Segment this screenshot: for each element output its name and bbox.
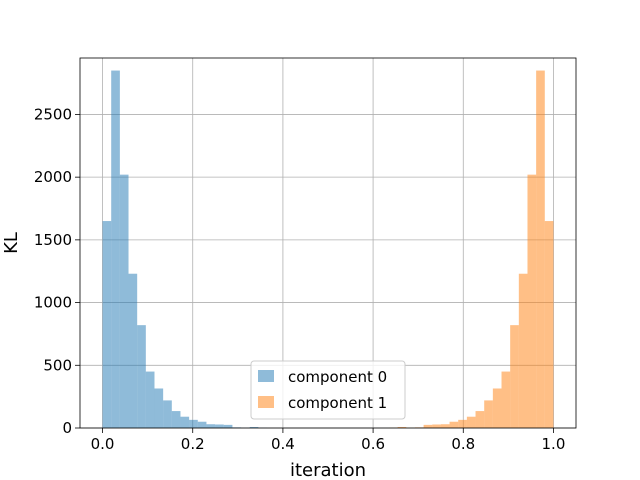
histogram-bar <box>154 388 164 428</box>
legend-box <box>250 360 406 420</box>
x-tick-label: 0.6 <box>361 435 385 453</box>
histogram-bar <box>510 325 519 428</box>
histogram-bar <box>423 424 433 428</box>
histogram-bar <box>163 400 172 428</box>
histogram-bar <box>492 388 502 428</box>
histogram-bar <box>458 419 467 428</box>
plot-frame <box>79 57 577 429</box>
x-axis-ticks: 0.0 0.2 0.4 0.6 0.8 1.0 <box>91 428 566 453</box>
histogram-bar <box>440 424 450 428</box>
histogram-bar <box>215 424 224 428</box>
y-tick-label: 1500 <box>34 231 72 249</box>
legend-label-component-1: component 1 <box>288 394 387 412</box>
histogram-bar <box>206 424 216 428</box>
histogram-bar <box>197 421 207 428</box>
x-tick-label: 0.4 <box>271 435 295 453</box>
histogram-bar <box>466 416 476 428</box>
y-tick-label: 500 <box>43 356 72 374</box>
histogram-bar <box>449 421 459 428</box>
x-tick-label: 0.0 <box>91 435 115 453</box>
y-tick-label: 1000 <box>34 294 72 312</box>
legend: component 0 component 1 <box>250 360 406 420</box>
histogram-bar <box>223 424 233 428</box>
x-axis-label: iteration <box>290 460 366 480</box>
legend-label-component-0: component 0 <box>288 368 387 386</box>
histogram-bar <box>171 411 181 428</box>
histogram-bar <box>111 70 120 429</box>
series-component-0 <box>102 70 268 429</box>
y-axis-ticks: 0 500 1000 1500 2000 2500 <box>34 105 80 437</box>
series-component-1 <box>388 70 554 429</box>
histogram-bar <box>128 273 138 428</box>
histogram-bar <box>484 400 493 428</box>
histogram-bar <box>536 70 545 429</box>
x-tick-label: 0.2 <box>181 435 205 453</box>
histogram-bar <box>102 221 112 428</box>
histogram-bar <box>180 416 190 428</box>
y-tick-label: 0 <box>62 419 72 437</box>
histogram-bar <box>137 325 146 428</box>
histogram-bar <box>249 426 259 428</box>
histogram-bar <box>518 273 528 428</box>
x-tick-label: 0.8 <box>451 435 475 453</box>
histogram-bar <box>501 371 511 428</box>
x-tick-label: 1.0 <box>542 435 566 453</box>
y-tick-label: 2000 <box>34 168 72 186</box>
legend-swatch-component-1 <box>258 396 274 408</box>
legend-swatch-component-0 <box>258 370 274 382</box>
histogram-bar <box>189 419 198 428</box>
histogram-bar <box>432 424 441 428</box>
histogram-bars <box>102 70 554 429</box>
histogram-bar <box>475 411 485 428</box>
y-tick-label: 2500 <box>34 105 72 123</box>
histogram-bar <box>527 174 537 428</box>
histogram-bar <box>145 371 155 428</box>
histogram-bar <box>544 221 554 428</box>
histogram-bar <box>397 426 407 428</box>
y-axis-label: KL <box>1 232 22 254</box>
histogram-bar <box>119 174 129 428</box>
